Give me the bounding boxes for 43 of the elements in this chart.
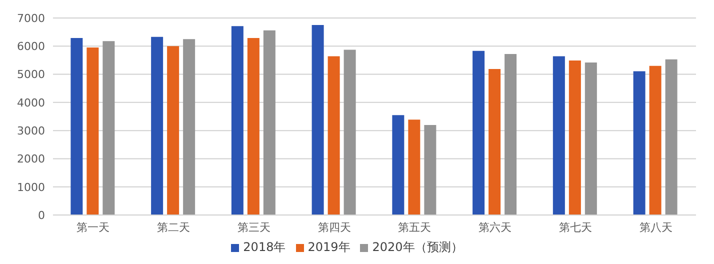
bar [568, 60, 581, 215]
y-tick-label: 2000 [17, 152, 45, 166]
y-tick-label: 0 [38, 208, 45, 222]
bar [167, 46, 180, 215]
bar [183, 39, 196, 215]
bar [328, 56, 340, 215]
x-tick-label: 第二天 [157, 220, 190, 234]
bar [584, 62, 597, 215]
y-tick-label: 6000 [17, 40, 45, 54]
x-tick-label: 第七天 [558, 220, 592, 234]
bar [151, 36, 164, 215]
bar [472, 50, 485, 215]
y-tick-label: 7000 [17, 12, 45, 25]
bar [633, 71, 646, 215]
y-tick-label: 4000 [17, 96, 45, 110]
bar [86, 48, 99, 215]
legend-label: 2020年（预测） [372, 240, 463, 254]
bar [247, 38, 260, 215]
bar [504, 54, 517, 215]
bar [649, 66, 662, 215]
x-tick-label: 第八天 [639, 220, 672, 234]
y-tick-label: 3000 [17, 124, 45, 138]
x-tick-label: 第一天 [76, 220, 110, 234]
bar [488, 68, 501, 215]
x-tick-label: 第六天 [478, 220, 512, 234]
bar [665, 59, 678, 215]
legend-label: 2018年 [243, 240, 286, 254]
bar [424, 124, 436, 215]
x-tick-label: 第四天 [318, 220, 351, 234]
bar [263, 30, 276, 215]
bar [344, 50, 356, 215]
bar [70, 38, 83, 215]
bar [408, 120, 420, 215]
bar [231, 26, 244, 215]
x-tick-label: 第五天 [398, 220, 432, 234]
bar [392, 115, 404, 215]
bar [102, 41, 115, 215]
bar [552, 56, 565, 215]
legend-label: 2019年 [308, 240, 350, 254]
bar [312, 25, 324, 215]
y-tick-label: 5000 [17, 68, 45, 82]
y-tick-label: 1000 [17, 180, 45, 194]
x-tick-label: 第三天 [237, 220, 270, 234]
